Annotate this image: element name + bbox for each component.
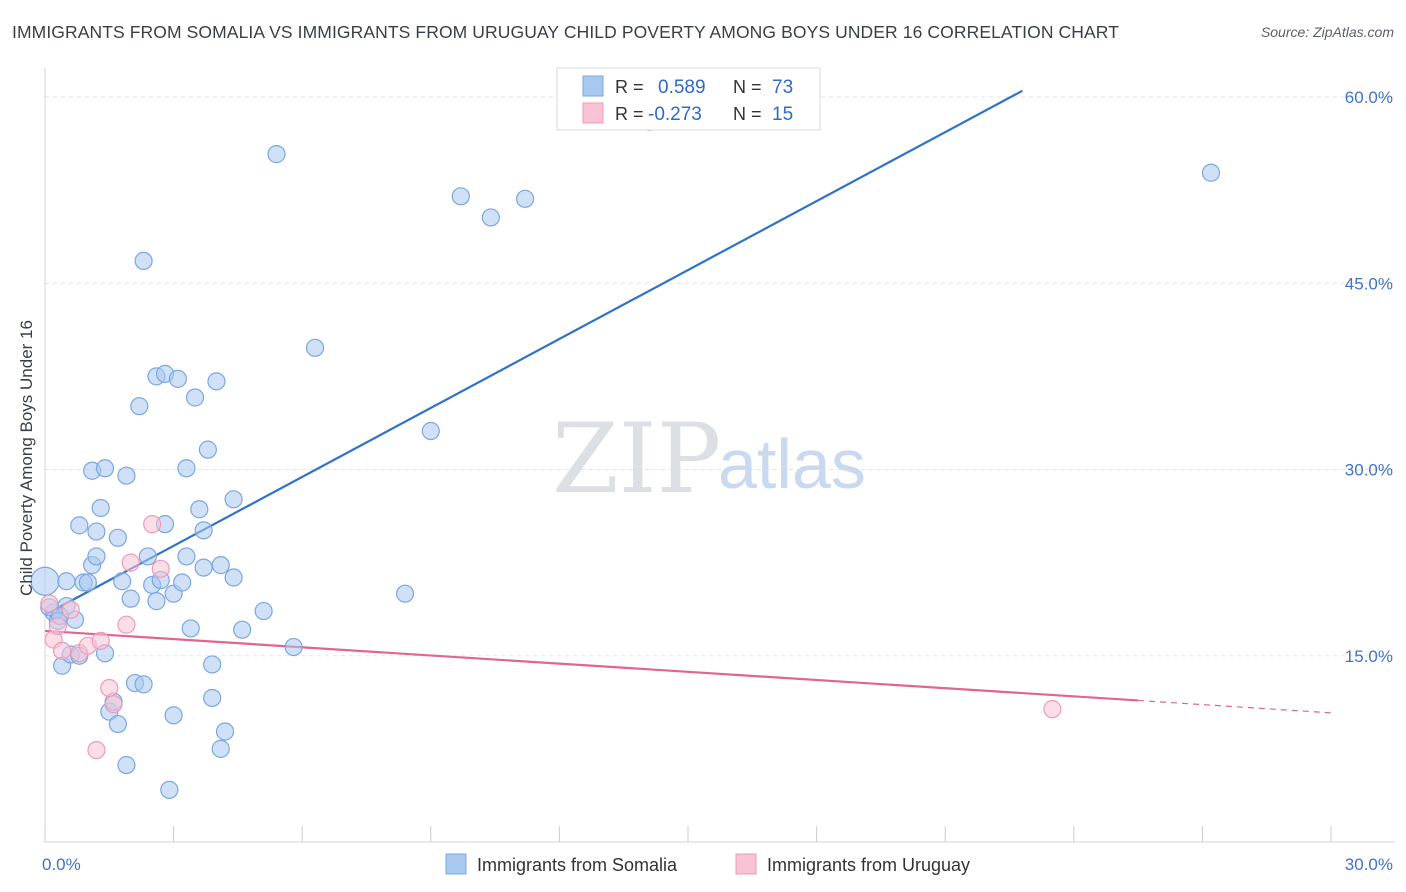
point-somalia-30	[134, 251, 153, 270]
watermark-zip: ZIP	[552, 403, 721, 515]
point-somalia-53	[207, 372, 226, 391]
watermark-atlas: atlas	[718, 425, 866, 503]
point-somalia-43	[177, 459, 196, 478]
y-tick-label-60: 60.0%	[1345, 88, 1393, 107]
point-somalia-38	[160, 780, 179, 799]
x-tick-label-max: 30.0%	[1345, 855, 1393, 874]
legend-r-label-uruguay: R =	[615, 104, 644, 124]
series-legend: Immigrants from Somalia Immigrants from …	[445, 853, 970, 875]
point-uruguay-7	[87, 741, 106, 760]
point-somalia-54	[211, 556, 230, 575]
point-somalia-60	[254, 601, 273, 621]
trend-line-somalia	[44, 89, 1023, 616]
point-somalia-16	[91, 498, 110, 518]
chart-title: IMMIGRANTS FROM SOMALIA VS IMMIGRANTS FR…	[12, 22, 1120, 42]
point-somalia-33	[147, 592, 166, 611]
point-somalia-70	[1201, 163, 1221, 182]
series-legend-label-uruguay: Immigrants from Uruguay	[767, 855, 970, 875]
point-somalia-68	[516, 189, 535, 208]
watermark: ZIP atlas	[552, 403, 866, 515]
point-somalia-22	[108, 714, 127, 734]
point-somalia-65	[421, 421, 440, 441]
legend-r-label-somalia: R =	[615, 77, 644, 97]
point-uruguay-4	[61, 600, 80, 619]
x-tick-label-min: 0.0%	[42, 855, 81, 874]
data-points	[30, 112, 1221, 799]
point-somalia-59	[233, 620, 252, 639]
point-somalia-67	[481, 208, 500, 227]
point-somalia-63	[305, 338, 325, 357]
point-somalia-42	[173, 573, 192, 592]
point-somalia-41	[168, 369, 187, 388]
axes	[44, 68, 1395, 843]
chart-source: Source: ZipAtlas.com	[1260, 24, 1394, 40]
point-somalia-39	[164, 706, 183, 725]
point-uruguay-9	[100, 678, 119, 698]
point-somalia-31	[138, 547, 157, 566]
point-somalia-52	[203, 688, 222, 708]
point-uruguay-13	[143, 515, 162, 534]
grid-lines	[45, 96, 1395, 657]
point-somalia-50	[198, 440, 217, 459]
point-somalia-15	[87, 522, 106, 541]
point-somalia-29	[134, 675, 153, 694]
point-somalia-49	[194, 521, 213, 540]
point-somalia-25	[117, 466, 136, 485]
y-axis-label: Child Poverty Among Boys Under 16	[17, 320, 36, 596]
point-somalia-58	[224, 490, 243, 509]
tick-labels: 15.0% 30.0% 45.0% 60.0% 0.0% 30.0%	[42, 88, 1393, 874]
point-uruguay-2	[48, 616, 67, 636]
legend-n-value-uruguay: 15	[772, 104, 793, 125]
point-somalia-66	[451, 187, 470, 206]
point-somalia-45	[181, 619, 200, 638]
point-somalia-47	[190, 500, 209, 519]
point-somalia-56	[215, 722, 235, 741]
legend-n-value-somalia: 73	[772, 77, 793, 98]
legend-r-value-uruguay: -0.273	[648, 104, 702, 125]
point-somalia-5	[57, 572, 76, 591]
point-somalia-48	[194, 558, 213, 577]
point-uruguay-11	[117, 615, 136, 634]
point-somalia-26	[121, 589, 140, 608]
series-legend-swatch-uruguay	[735, 853, 757, 875]
y-tick-label-45: 45.0%	[1345, 274, 1393, 293]
point-uruguay-12	[121, 553, 140, 572]
legend-n-label-uruguay: N =	[733, 104, 762, 124]
point-uruguay-15	[1043, 700, 1062, 719]
point-somalia-17	[95, 459, 115, 478]
series-legend-label-somalia: Immigrants from Somalia	[477, 855, 678, 875]
point-somalia-11	[78, 573, 97, 592]
point-somalia-23	[113, 572, 132, 591]
point-somalia-28	[130, 397, 149, 416]
point-somalia-24	[117, 755, 136, 775]
point-uruguay-0	[40, 594, 59, 613]
point-somalia-51	[203, 655, 222, 674]
point-somalia-46	[185, 388, 205, 407]
point-somalia-57	[224, 568, 243, 587]
y-tick-label-30: 30.0%	[1345, 461, 1393, 480]
trend-line-uruguay	[44, 629, 1139, 702]
point-uruguay-10	[104, 695, 123, 714]
point-somalia-55	[211, 739, 230, 758]
point-somalia-64	[395, 584, 415, 603]
trend-lines	[44, 89, 1332, 714]
point-somalia-61	[267, 145, 286, 164]
point-somalia-62	[284, 637, 303, 657]
point-somalia-44	[177, 547, 196, 566]
y-tick-label-15: 15.0%	[1345, 647, 1393, 666]
legend-r-value-somalia: 0.589	[658, 77, 706, 98]
point-somalia-14	[87, 547, 106, 566]
legend-swatch-uruguay	[582, 102, 604, 124]
point-somalia-21	[108, 528, 127, 547]
legend-swatch-somalia	[582, 75, 604, 97]
series-legend-swatch-somalia	[445, 853, 467, 875]
point-uruguay-8	[91, 631, 110, 650]
point-somalia-8	[70, 516, 89, 535]
legend-n-label-somalia: N =	[733, 77, 762, 97]
point-uruguay-3	[53, 641, 72, 660]
point-uruguay-14	[151, 559, 170, 578]
stats-legend: R = 0.589 N = 73 R = -0.273 N = 15	[556, 67, 821, 131]
trend-line-uruguay-extrapolated	[1138, 699, 1332, 714]
